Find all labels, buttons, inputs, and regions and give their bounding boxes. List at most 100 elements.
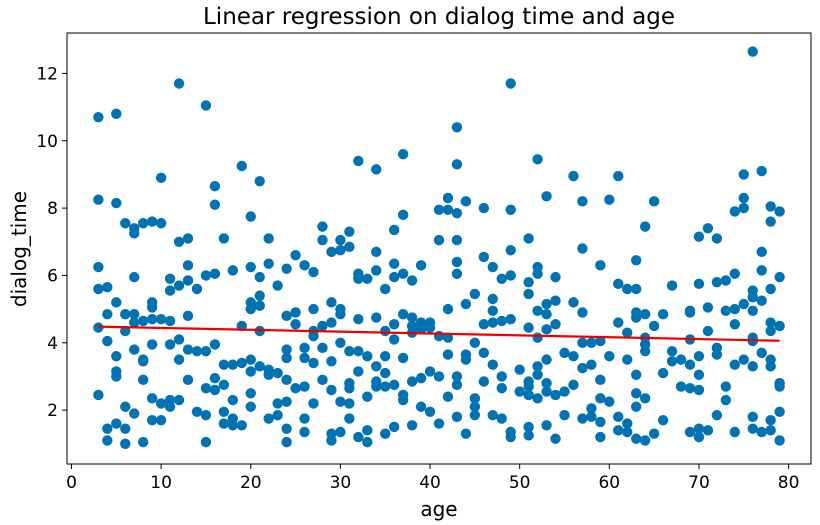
data-point — [451, 411, 463, 423]
data-point — [406, 275, 418, 286]
data-point — [173, 394, 185, 406]
data-point — [182, 260, 194, 271]
data-point — [317, 342, 328, 354]
data-point — [693, 351, 705, 362]
data-point — [397, 209, 409, 221]
data-point — [397, 268, 409, 279]
data-point — [577, 196, 588, 207]
data-point — [182, 374, 194, 386]
data-point — [191, 345, 203, 357]
data-point — [568, 297, 579, 308]
data-point — [120, 401, 131, 412]
data-point — [505, 314, 516, 325]
data-point — [173, 236, 185, 247]
data-point — [550, 389, 561, 401]
data-point — [541, 377, 552, 389]
data-point — [747, 411, 758, 423]
data-point — [155, 314, 167, 325]
data-point — [478, 319, 490, 330]
data-point — [308, 266, 319, 278]
data-point — [164, 285, 176, 296]
data-point — [326, 384, 337, 396]
data-point — [738, 169, 749, 180]
data-point — [344, 226, 355, 237]
data-point — [729, 268, 741, 279]
data-point — [200, 409, 212, 421]
data-point — [550, 295, 561, 306]
data-point — [469, 288, 481, 300]
data-point — [487, 261, 498, 273]
data-point — [227, 420, 239, 431]
data-point — [164, 401, 176, 412]
data-point — [639, 393, 651, 404]
data-point — [218, 418, 230, 429]
data-point — [756, 347, 767, 359]
plot-area-frame — [66, 32, 812, 465]
data-point — [353, 366, 364, 377]
data-point — [693, 369, 705, 380]
data-point — [254, 290, 265, 301]
data-point — [362, 436, 373, 448]
data-point — [559, 347, 570, 359]
data-point — [639, 345, 651, 357]
data-point — [335, 244, 346, 256]
data-point — [595, 431, 606, 443]
data-point — [496, 371, 507, 382]
data-point — [639, 435, 651, 446]
data-point — [604, 396, 615, 407]
data-point — [532, 332, 543, 343]
data-point — [487, 409, 498, 421]
data-point — [281, 310, 292, 322]
data-point — [523, 421, 534, 433]
data-point — [335, 234, 346, 246]
data-point — [406, 312, 418, 323]
data-point — [702, 223, 714, 234]
x-tick-label: 30 — [330, 473, 352, 493]
data-point — [523, 322, 534, 333]
data-point — [496, 413, 507, 424]
data-point — [146, 415, 158, 426]
data-point — [93, 283, 104, 295]
data-point — [245, 303, 256, 315]
data-point — [129, 308, 140, 320]
data-point — [622, 354, 633, 365]
x-tick-label: 70 — [688, 473, 710, 493]
data-point — [380, 283, 391, 295]
data-point — [335, 426, 346, 438]
data-point — [137, 436, 149, 448]
x-axis-label: age — [420, 497, 457, 521]
data-point — [218, 233, 230, 244]
data-point — [335, 396, 346, 407]
data-point — [747, 361, 758, 372]
data-point — [711, 349, 723, 360]
data-point — [371, 164, 382, 175]
data-point — [774, 406, 785, 418]
data-point — [747, 292, 758, 303]
data-point — [209, 372, 221, 384]
data-point — [272, 367, 283, 379]
data-point — [353, 345, 364, 357]
data-point — [693, 431, 705, 443]
data-point — [631, 369, 642, 380]
data-point — [729, 426, 741, 438]
data-point — [209, 199, 221, 210]
data-point — [532, 268, 543, 279]
data-point — [523, 381, 534, 392]
data-points — [93, 46, 785, 449]
data-point — [344, 383, 355, 394]
data-point — [102, 308, 113, 320]
data-point — [657, 367, 669, 379]
data-point — [406, 420, 418, 431]
data-point — [451, 234, 463, 246]
data-point — [532, 393, 543, 404]
data-point — [353, 273, 364, 285]
data-point — [308, 357, 319, 369]
data-point — [353, 431, 364, 443]
data-point — [129, 271, 140, 283]
data-point — [120, 423, 131, 434]
data-point — [281, 352, 292, 364]
data-point — [460, 196, 472, 207]
data-point — [380, 381, 391, 392]
data-point — [532, 154, 543, 165]
data-point — [191, 406, 203, 418]
